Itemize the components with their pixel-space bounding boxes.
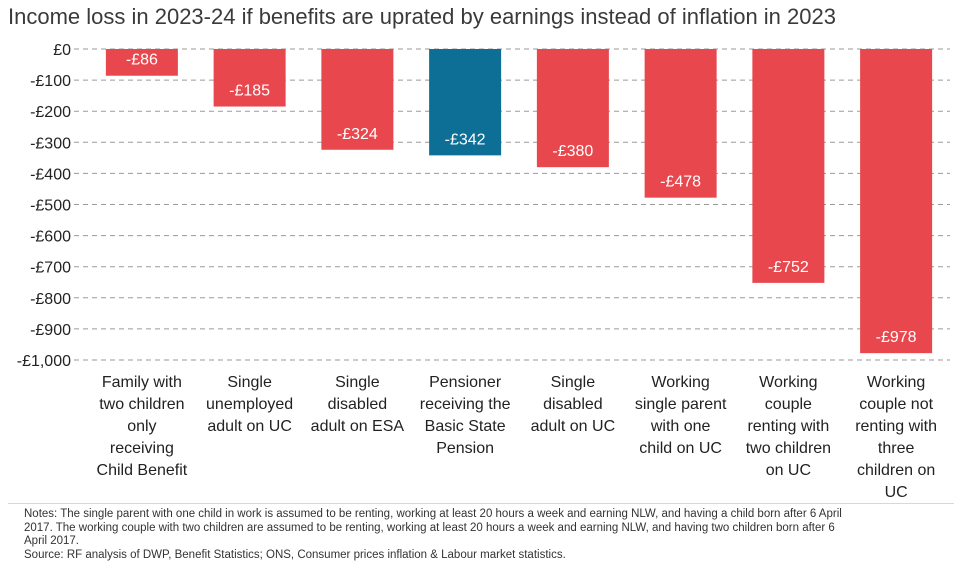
x-tick-label: Pension [436, 440, 494, 457]
x-tick-label: Working [867, 374, 925, 391]
bar [429, 49, 502, 156]
x-tick-label: receiving the [420, 396, 511, 413]
x-tick-label: Basic State [425, 418, 506, 435]
x-tick-label: receiving [110, 440, 174, 457]
data-label: -£752 [768, 259, 809, 276]
bar [752, 49, 825, 283]
x-tick-label: Single [335, 374, 380, 391]
x-tick-label: UC [885, 484, 908, 501]
x-tick-label: children on [857, 462, 935, 479]
x-tick-label: couple not [859, 396, 933, 413]
data-label: -£978 [876, 329, 917, 346]
x-tick-label: Working [759, 374, 817, 391]
x-tick-label: renting with [747, 418, 829, 435]
data-label: -£86 [126, 52, 158, 69]
x-tick-label: with one [650, 418, 711, 435]
y-tick-label: -£600 [30, 229, 71, 246]
data-label: -£185 [229, 83, 270, 100]
x-tick-label: Family with [102, 374, 182, 391]
x-tick-label: Child Benefit [97, 462, 188, 479]
bar-chart: £0 -£100 -£200 -£300 -£400 -£500 -£600 -£700 -£8… [17, 42, 950, 501]
x-tick-label: Pensioner [429, 374, 502, 391]
x-tick-label: couple [765, 396, 812, 413]
x-tick-label: child on UC [639, 440, 722, 457]
source-line: Source: RF analysis of DWP, Benefit Stat… [24, 548, 566, 561]
y-tick-label: -£500 [30, 198, 71, 215]
x-tick-label: two children [99, 396, 184, 413]
data-label: -£342 [445, 131, 486, 148]
note-line: Notes: The single parent with one child … [24, 508, 842, 520]
y-tick-label: £0 [53, 42, 71, 59]
x-tick-label: disabled [543, 396, 603, 413]
y-tick-label: -£700 [30, 260, 71, 277]
x-tick-label: adult on UC [207, 418, 292, 435]
x-tick-label: unemployed [206, 396, 293, 413]
y-tick-label: -£300 [30, 135, 71, 152]
footnote: Notes: The single parent with one child … [24, 508, 954, 562]
y-tick-label: -£100 [30, 73, 71, 90]
data-label: -£324 [337, 126, 378, 143]
x-tick-label: only [127, 418, 156, 435]
y-tick-label: -£200 [30, 104, 71, 121]
y-tick-label: -£1,000 [17, 353, 71, 370]
x-tick-label: three [878, 440, 915, 457]
data-label: -£380 [552, 143, 593, 160]
x-tick-label: renting with [855, 418, 937, 435]
x-tick-label: Single [551, 374, 596, 391]
x-tick-label: Single [227, 374, 272, 391]
note-line: April 2017. [24, 535, 79, 547]
x-tick-label: single parent [635, 396, 727, 413]
x-tick-label: adult on ESA [311, 418, 405, 435]
y-tick-label: -£400 [30, 166, 71, 183]
bar [644, 49, 717, 198]
chart-title: Income loss in 2023-24 if benefits are u… [8, 4, 836, 29]
y-tick-label: -£900 [30, 322, 71, 339]
data-label: -£478 [660, 174, 701, 191]
bar [105, 49, 178, 76]
bar [213, 49, 286, 107]
x-tick-label: disabled [328, 396, 388, 413]
divider [8, 503, 954, 504]
bar [536, 49, 609, 168]
note-line: 2017. The working couple with two childr… [24, 521, 835, 534]
x-tick-label: adult on UC [531, 418, 616, 435]
bar [860, 49, 933, 354]
x-tick-label: two children [746, 440, 831, 457]
x-tick-label: on UC [766, 462, 811, 479]
y-tick-label: -£800 [30, 291, 71, 308]
bar [321, 49, 394, 150]
x-tick-label: Working [651, 374, 709, 391]
